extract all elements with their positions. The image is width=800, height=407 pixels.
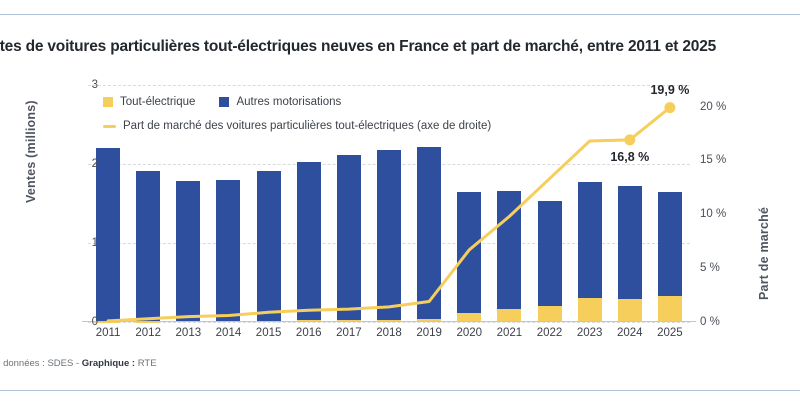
line-path (106, 106, 672, 323)
legend-item-part-de-marche: Part de marché des voitures particulière… (103, 120, 491, 132)
y-axis-left-tick-label: 2 (91, 158, 98, 170)
bar-group[interactable] (577, 181, 602, 322)
legend-label-tout-electrique: Tout-électrique (120, 96, 196, 108)
y-axis-left-tick-label: 3 (91, 79, 98, 91)
x-axis-tick-label: 2011 (95, 327, 121, 339)
x-axis-tick-label: 2018 (376, 327, 402, 339)
bar-segment (617, 186, 642, 300)
source-note: urce des données : SDES - Graphique : RT… (0, 358, 157, 369)
market-share-line (106, 102, 676, 323)
source-bold: Graphique : (81, 358, 136, 369)
page-title: entes de voitures particulières tout-éle… (0, 38, 717, 55)
bar-segment (577, 181, 602, 299)
x-axis-tick-label: 2019 (416, 327, 442, 339)
source-suffix: RTE (135, 358, 157, 369)
gridline (88, 85, 690, 86)
y-axis-left-tick-label: 1 (91, 237, 98, 249)
y-axis-right-tick-label: 20 % (700, 100, 727, 113)
bar-segment (457, 191, 482, 314)
bar-group[interactable] (176, 180, 201, 322)
x-axis-tick-label: 2016 (295, 327, 322, 339)
legend-label-autres-motorisations: Autres motorisations (236, 96, 342, 108)
x-axis-tick-label: 2025 (657, 327, 683, 339)
bar-segment (176, 180, 201, 322)
y-axis-left-title: Ventes (millions) (24, 100, 38, 203)
bar-segment (336, 154, 361, 321)
bar-segment (136, 170, 161, 322)
bar-group[interactable] (136, 170, 161, 322)
gridline (88, 322, 690, 323)
x-axis-tick-label: 2015 (255, 327, 282, 339)
bar-segment (657, 296, 682, 322)
x-axis-tick-label: 2021 (496, 327, 523, 339)
market-share-line-layer (88, 85, 690, 323)
bar-group[interactable] (96, 147, 121, 322)
legend-row-boxes: Tout-électrique Autres motorisations (103, 94, 491, 110)
bar-group[interactable] (256, 170, 281, 322)
bar-segment (657, 191, 682, 297)
line-marker[interactable] (664, 102, 676, 114)
x-axis-tick-label: 2012 (135, 327, 161, 339)
y-axis-right-title: Part de marché (757, 206, 771, 300)
bar-segment (497, 309, 522, 322)
bar-segment (537, 201, 562, 306)
legend-item-autres-motorisations: Autres motorisations (219, 96, 341, 108)
bar-segment (577, 298, 602, 322)
legend-swatch-icon-blue (219, 97, 230, 107)
source-prefix: urce des données : SDES - (0, 358, 80, 369)
y-axis-right-tick-label: 15 % (700, 154, 727, 167)
legend-label-part-de-marche: Part de marché des voitures particulière… (123, 120, 492, 132)
bar-group[interactable] (617, 186, 642, 322)
top-divider (0, 14, 800, 15)
bar-segment (617, 299, 642, 322)
y-axis-right-tick-label: 5 % (700, 262, 720, 275)
bottom-divider (0, 390, 800, 391)
bar-segment (537, 305, 562, 322)
bar-group[interactable] (537, 201, 562, 322)
bar-segment (256, 170, 281, 321)
chart-plot-area (82, 85, 696, 323)
bar-group[interactable] (457, 191, 482, 322)
legend-row-line: Part de marché des voitures particulière… (103, 118, 491, 134)
y-axis-right-tick-label: 10 % (700, 208, 727, 221)
legend-item-tout-electrique: Tout-électrique (103, 96, 195, 108)
bar-segment (216, 180, 241, 322)
x-axis-tick-label: 2024 (617, 327, 643, 339)
x-axis-tick-label: 2020 (456, 327, 483, 339)
x-axis-tick-label: 2014 (215, 327, 242, 339)
bar-segment (457, 313, 482, 322)
data-point-label: 19,9 % (650, 82, 690, 97)
y-axis-right-tick-label: 0 % (700, 316, 720, 328)
x-axis-tick-label: 2017 (336, 327, 362, 339)
bar-segment (96, 147, 121, 322)
data-point-label: 16,8 % (610, 149, 650, 164)
bar-segment (417, 318, 442, 322)
bar-group[interactable] (216, 180, 241, 322)
line-marker[interactable] (624, 134, 636, 146)
bar-segment (296, 161, 321, 321)
x-axis-tick-label: 2013 (175, 327, 202, 339)
y-axis-left-tick-label: 0 (91, 316, 98, 328)
x-axis-tick-label: 2022 (536, 327, 563, 339)
legend-line-icon-yellow (103, 124, 116, 128)
bars-layer (88, 85, 690, 322)
axis-baseline (82, 320, 696, 322)
bar-group[interactable] (657, 191, 682, 322)
bar-segment (377, 150, 401, 320)
x-axis-tick-label: 2023 (576, 327, 603, 339)
legend-swatch-icon-yellow (103, 97, 113, 107)
chart-legend: Tout-électrique Autres motorisations Par… (103, 94, 491, 134)
